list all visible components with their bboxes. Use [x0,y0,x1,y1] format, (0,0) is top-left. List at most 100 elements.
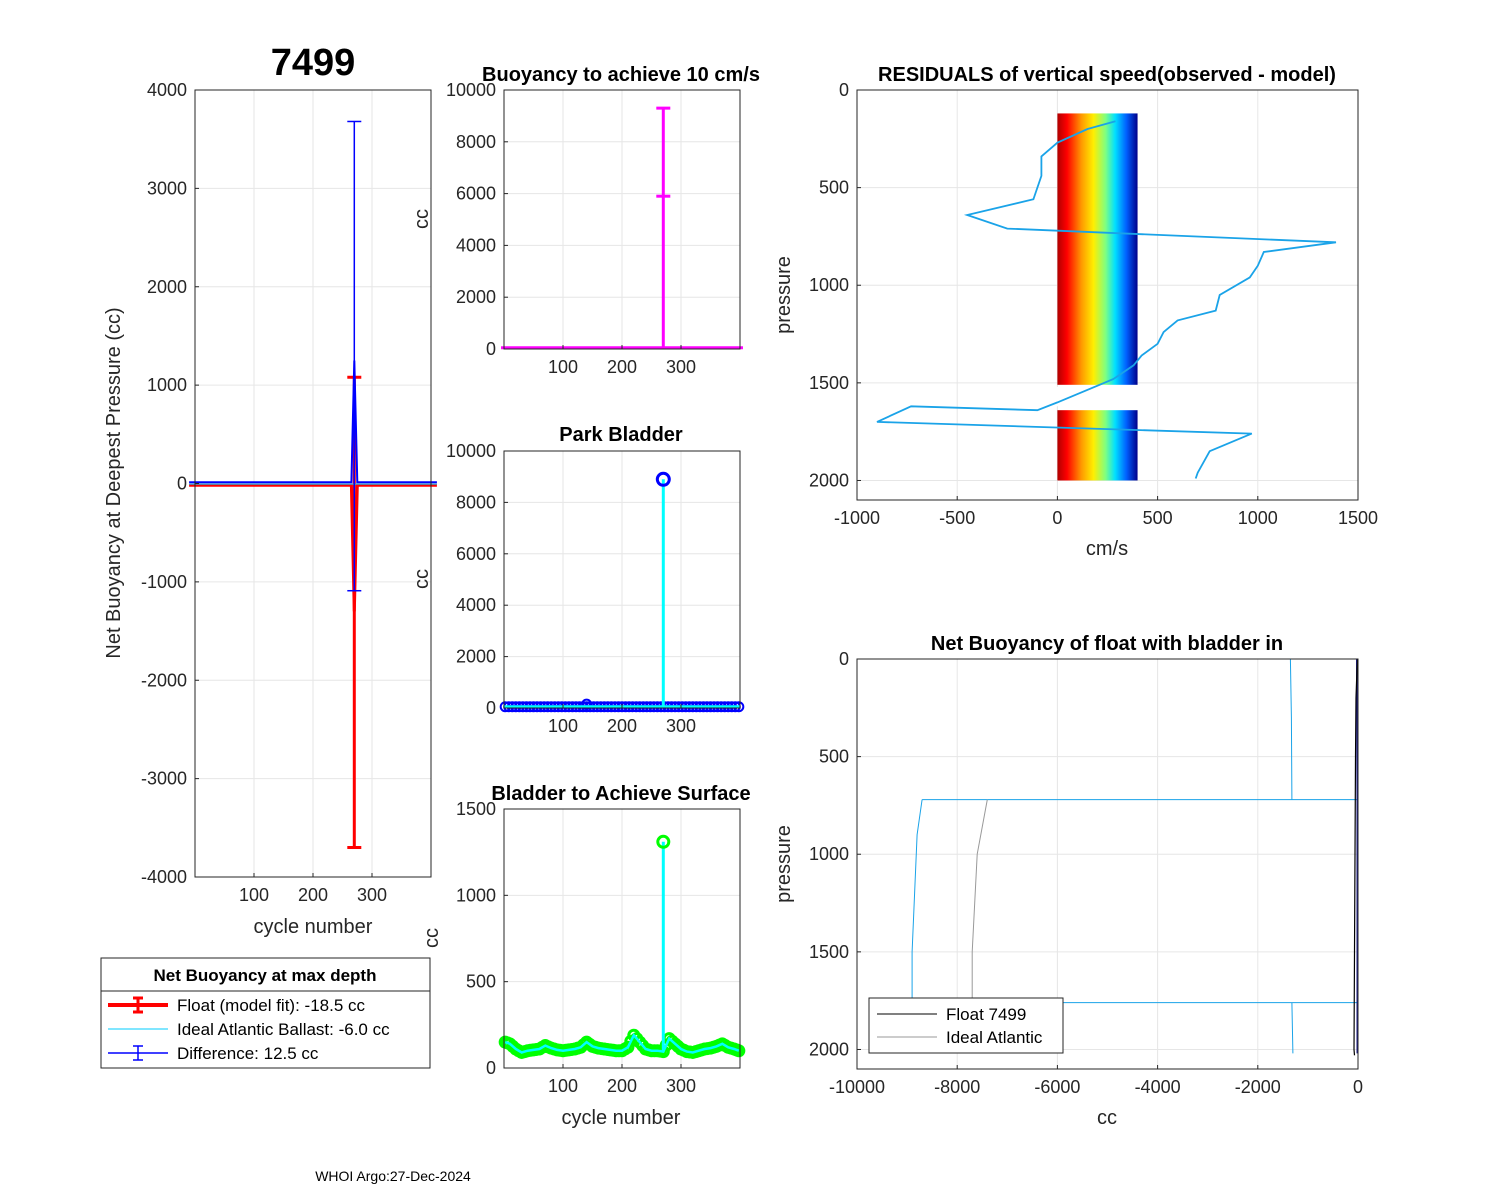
panel-title: Park Bladder [559,424,683,446]
x-tick-label: 200 [607,1076,637,1096]
y-tick-label: 4000 [147,80,187,100]
x-axis-label: cc [1097,1107,1117,1129]
y-tick-label: 2000 [456,647,496,667]
x-tick-label: 100 [548,716,578,736]
x-tick-label: 0 [1353,1077,1363,1097]
y-tick-label: 2000 [809,1039,849,1059]
x-tick-label: 200 [607,716,637,736]
x-tick-label: 100 [239,885,269,905]
spike-marker [656,834,671,849]
y-tick-label: 500 [466,972,496,992]
residual-band-lower [1057,410,1138,481]
y-tick-label: 1500 [809,373,849,393]
x-tick-label: -2000 [1235,1077,1281,1097]
ideal-outline [911,799,923,1003]
grid [504,450,740,709]
y-axis-label: cc [411,569,433,589]
x-tick-label: -6000 [1034,1077,1080,1097]
ticks: -10000 -8000 -6000 -4000 -2000 0 0 500 1000 1500 2… [809,649,1363,1097]
x-tick-label: 300 [666,1076,696,1096]
y-tick-label: 0 [839,80,849,100]
residual-profile-line [876,120,1337,479]
data-layer [499,471,745,713]
y-tick-label: 1000 [809,275,849,295]
legend-label-ideal: Ideal Atlantic Ballast: -6.0 cc [177,1020,390,1039]
panel-residuals: RESIDUALS of vertical speed(observed - m… [773,64,1378,560]
x-tick-label: 100 [548,357,578,377]
y-tick-label: 6000 [456,544,496,564]
ticks: -1000 -500 0 500 1000 1500 0 500 1000 1500 2000 [809,80,1378,528]
panel-title: Bladder to Achieve Surface [491,783,750,805]
y-tick-label: 10000 [446,441,496,461]
x-tick-label: -8000 [934,1077,980,1097]
y-tick-label: 2000 [147,277,187,297]
y-axis-label: pressure [773,256,795,334]
y-tick-label: 0 [486,698,496,718]
y-tick-label: 500 [819,747,849,767]
x-tick-label: 300 [666,716,696,736]
x-tick-label: -500 [939,508,975,528]
legend-title: Net Buoyancy at max depth [154,966,377,985]
panel-title: Buoyancy to achieve 10 cm/s [482,64,760,86]
x-axis-label: cm/s [1086,538,1128,560]
y-tick-label: 10000 [446,80,496,100]
panel-net-buoyancy: 7499 100 200 300 -4000 -3000 -2000 -1000 0 1000 2… [103,42,437,938]
legend-net-buoyancy: Net Buoyancy at max depth Float (model f… [100,957,431,1069]
y-tick-label: 2000 [809,470,849,490]
y-axis-label: cc [411,209,433,229]
legend-box [100,957,431,1069]
residual-band-gap [1056,386,1139,407]
data-layer [876,113,1337,481]
ticks: 100 200 300 0 2000 4000 6000 8000 10000 [446,80,696,377]
ticks: 100 200 300 0 2000 4000 6000 8000 10000 [446,441,696,736]
legend-entry-float: Float (model fit): -18.5 cc [108,996,366,1015]
legend-label-float: Float 7499 [946,1005,1026,1024]
y-tick-label: 4000 [456,595,496,615]
x-tick-label: -10000 [829,1077,885,1097]
x-tick-label: 500 [1143,508,1173,528]
axes-box [856,658,1359,1070]
ideal-outline [1289,658,1293,800]
grid [504,808,740,1069]
y-tick-label: 1000 [809,844,849,864]
series-float-7499 [1353,658,1359,1056]
y-tick-label: 8000 [456,492,496,512]
y-axis-label: pressure [773,825,795,903]
spike-marker [655,471,671,487]
x-tick-label: 1500 [1338,508,1378,528]
y-tick-label: -3000 [141,769,187,789]
y-tick-label: 3000 [147,178,187,198]
y-tick-label: -1000 [141,572,187,592]
y-tick-label: 0 [177,474,187,494]
y-tick-label: 1500 [809,942,849,962]
y-tick-label: 500 [819,178,849,198]
legend-box [868,997,1064,1054]
grid [195,89,431,878]
x-tick-label: 100 [548,1076,578,1096]
y-tick-label: 1500 [456,799,496,819]
y-tick-label: 1000 [147,375,187,395]
legend-label-ideal: Ideal Atlantic [946,1028,1043,1047]
y-tick-label: 6000 [456,184,496,204]
data-layer [498,834,746,1059]
y-tick-label: 1000 [456,885,496,905]
axes-box [856,89,1359,501]
x-axis-label: cycle number [562,1107,681,1129]
panel-title: RESIDUALS of vertical speed(observed - m… [878,64,1336,86]
y-axis-label: Net Buoyancy at Deepest Pressure (cc) [103,307,125,658]
x-tick-label: 200 [607,357,637,377]
legend-label-difference: Difference: 12.5 cc [177,1044,319,1063]
x-tick-label: 0 [1052,508,1062,528]
y-tick-label: -4000 [141,867,187,887]
panel-park-bladder: Park Bladder 100 200 300020004000600080001… [411,424,745,736]
y-tick-label: 0 [486,339,496,359]
panel-bladder-surface: Bladder to Achieve Surface 100 200 300 0 500… [421,783,751,1129]
ticks: 100 200 300 0 500 1000 1500 [456,799,696,1096]
main-title: 7499 [271,42,356,84]
ticks: 100 200 300 -4000 -3000 -2000 -1000 0 1000 2000 30… [141,80,387,905]
y-tick-label: 4000 [456,235,496,255]
panel-title: Net Buoyancy of float with bladder in [931,633,1283,655]
data-layer [189,120,437,849]
float-edge-line [1356,658,1359,1054]
